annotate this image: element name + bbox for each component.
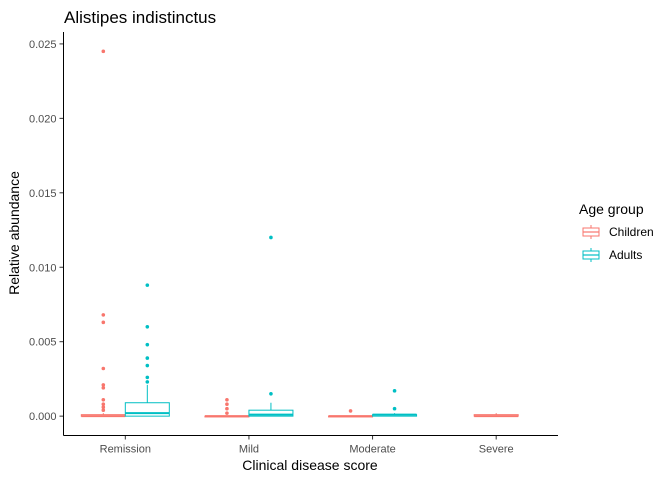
outlier-point xyxy=(101,320,106,325)
y-tick-label: 0.015 xyxy=(29,188,57,200)
legend: Age group Children Adults xyxy=(579,201,654,262)
outlier-point xyxy=(145,342,150,347)
outlier-point xyxy=(101,408,106,412)
box-children-mild xyxy=(204,397,250,418)
outlier-point xyxy=(348,409,353,413)
x-tick-label: Severe xyxy=(479,444,514,456)
y-axis-title: Relative abundance xyxy=(6,171,22,295)
box-adults-mild xyxy=(248,235,294,417)
outlier-point xyxy=(269,235,273,240)
outlier-point xyxy=(145,283,150,287)
y-tick-label: 0.000 xyxy=(29,411,57,423)
plot-marks xyxy=(80,49,519,418)
legend-label: Adults xyxy=(609,248,642,262)
outlier-point xyxy=(101,397,106,402)
legend-title: Age group xyxy=(579,201,644,217)
outlier-point xyxy=(269,392,273,396)
box-children-moderate xyxy=(328,409,374,418)
x-tick-label: Moderate xyxy=(349,444,395,456)
outlier-point xyxy=(145,363,150,368)
box-children-remission xyxy=(80,49,126,418)
outlier-point xyxy=(392,406,397,411)
x-tick-label: Remission xyxy=(100,444,151,456)
outlier-point xyxy=(101,386,106,390)
outlier-point xyxy=(225,411,229,415)
outlier-point xyxy=(392,389,397,393)
outlier-point xyxy=(225,406,229,411)
outlier-point xyxy=(101,313,106,317)
legend-item-children: Children xyxy=(582,225,654,239)
outlier-point xyxy=(145,380,150,384)
box-adults-remission xyxy=(124,283,170,417)
outlier-point xyxy=(225,397,229,402)
outlier-point xyxy=(145,325,150,329)
y-tick-label: 0.020 xyxy=(29,113,57,125)
x-axis-ticks: Remission Mild Moderate Severe xyxy=(100,435,514,456)
y-tick-label: 0.005 xyxy=(29,337,57,349)
x-axis-title: Clinical disease score xyxy=(242,457,378,473)
outlier-point xyxy=(101,366,106,371)
box-iqr xyxy=(248,409,294,417)
outlier-point xyxy=(101,405,106,410)
y-axis-ticks: 0.000 0.005 0.010 0.015 0.020 0.025 xyxy=(29,39,64,423)
outlier-point xyxy=(225,402,229,407)
outlier-point xyxy=(145,356,150,360)
outlier-point xyxy=(101,49,106,54)
box-adults-moderate xyxy=(372,389,418,417)
outlier-point xyxy=(145,375,150,380)
legend-item-adults: Adults xyxy=(582,248,642,262)
outlier-point xyxy=(101,383,106,387)
chart-title: Alistipes indistinctus xyxy=(64,8,216,27)
box-children-severe xyxy=(473,413,519,418)
y-tick-label: 0.025 xyxy=(29,39,57,51)
legend-label: Children xyxy=(609,225,654,239)
x-tick-label: Mild xyxy=(239,444,259,456)
y-tick-label: 0.010 xyxy=(29,262,57,274)
outlier-point xyxy=(101,402,106,407)
